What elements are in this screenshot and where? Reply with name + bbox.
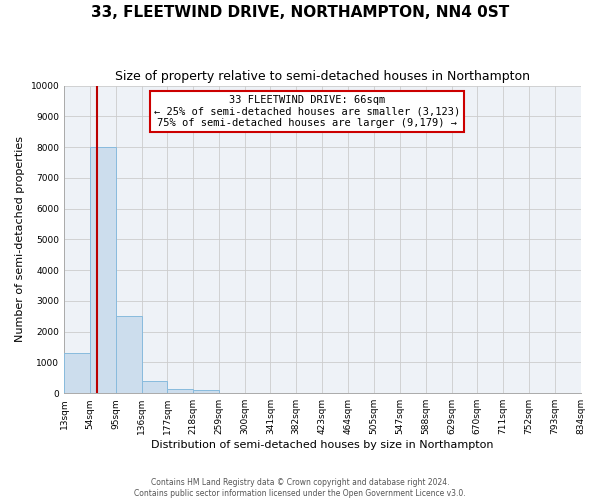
Bar bbox=[90, 147, 116, 393]
Bar bbox=[142, 381, 167, 393]
Y-axis label: Number of semi-detached properties: Number of semi-detached properties bbox=[15, 136, 25, 342]
Text: 33 FLEETWIND DRIVE: 66sqm
← 25% of semi-detached houses are smaller (3,123)
75% : 33 FLEETWIND DRIVE: 66sqm ← 25% of semi-… bbox=[154, 95, 460, 128]
Bar bbox=[167, 388, 193, 393]
Text: 33, FLEETWIND DRIVE, NORTHAMPTON, NN4 0ST: 33, FLEETWIND DRIVE, NORTHAMPTON, NN4 0S… bbox=[91, 5, 509, 20]
Bar bbox=[193, 390, 219, 393]
Text: Contains HM Land Registry data © Crown copyright and database right 2024.
Contai: Contains HM Land Registry data © Crown c… bbox=[134, 478, 466, 498]
X-axis label: Distribution of semi-detached houses by size in Northampton: Distribution of semi-detached houses by … bbox=[151, 440, 494, 450]
Title: Size of property relative to semi-detached houses in Northampton: Size of property relative to semi-detach… bbox=[115, 70, 530, 83]
Bar bbox=[116, 316, 142, 393]
Bar bbox=[64, 353, 90, 393]
